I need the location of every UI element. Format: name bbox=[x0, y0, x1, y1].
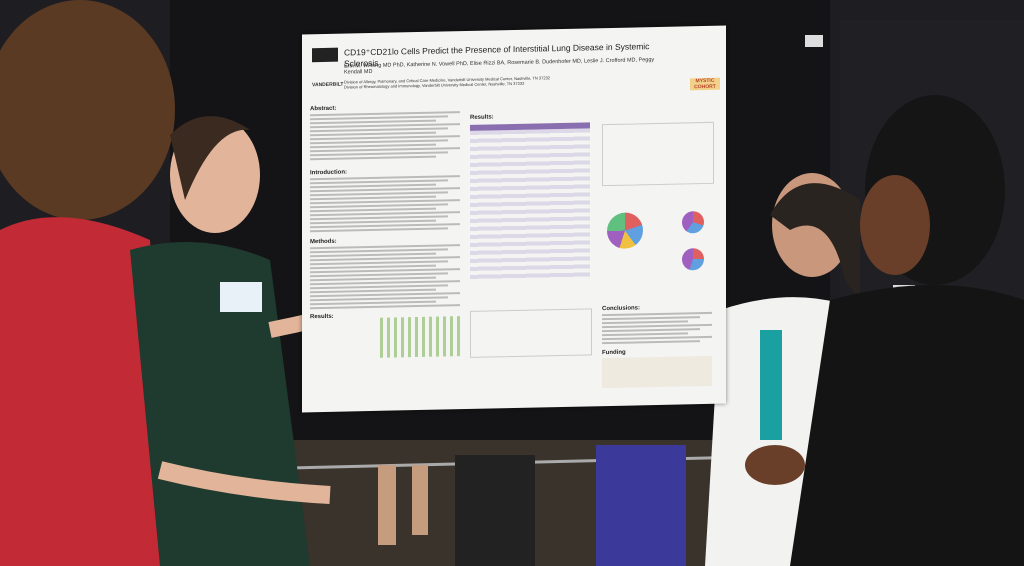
section-heading: Results: bbox=[470, 114, 494, 121]
institution-logo: VANDERBILT bbox=[312, 47, 343, 88]
label-tag bbox=[805, 35, 823, 47]
text-line bbox=[602, 320, 688, 325]
teal-top bbox=[760, 330, 782, 440]
section-heading: Conclusions: bbox=[602, 305, 641, 313]
name-badge bbox=[220, 282, 262, 312]
black-jacket bbox=[790, 285, 1024, 566]
hair bbox=[770, 183, 860, 300]
section-heading: Results: bbox=[310, 313, 334, 321]
person-background-trousers bbox=[596, 445, 686, 566]
box-plot-figure bbox=[380, 316, 460, 358]
funding-box bbox=[602, 355, 712, 389]
leg bbox=[412, 465, 428, 535]
pie-figure bbox=[682, 248, 704, 271]
section-heading: Funding bbox=[602, 349, 626, 357]
poster: VANDERBILT CD19⁺CD21lo Cells Predict the… bbox=[302, 25, 726, 413]
hair bbox=[0, 0, 175, 220]
hair bbox=[170, 116, 250, 200]
face bbox=[860, 175, 930, 275]
text-line bbox=[602, 332, 688, 337]
box-plot-figure bbox=[470, 308, 592, 358]
leg bbox=[378, 465, 396, 545]
red-shirt bbox=[0, 217, 175, 566]
pie-figure bbox=[682, 211, 704, 234]
text-line bbox=[310, 227, 448, 233]
section-heading: Abstract: bbox=[310, 105, 337, 113]
text-line bbox=[310, 304, 460, 310]
pie-figure bbox=[607, 212, 643, 250]
text-line bbox=[602, 340, 700, 345]
section-heading: Introduction: bbox=[310, 169, 347, 177]
hands bbox=[745, 445, 805, 485]
cohort-logo: MYSTIC COHORT bbox=[690, 77, 720, 91]
text-line bbox=[310, 155, 436, 161]
arm bbox=[157, 461, 331, 504]
person-background bbox=[455, 455, 535, 566]
demographics-table bbox=[470, 122, 590, 281]
figure-plot bbox=[602, 121, 714, 187]
section-heading: Methods: bbox=[310, 238, 337, 246]
